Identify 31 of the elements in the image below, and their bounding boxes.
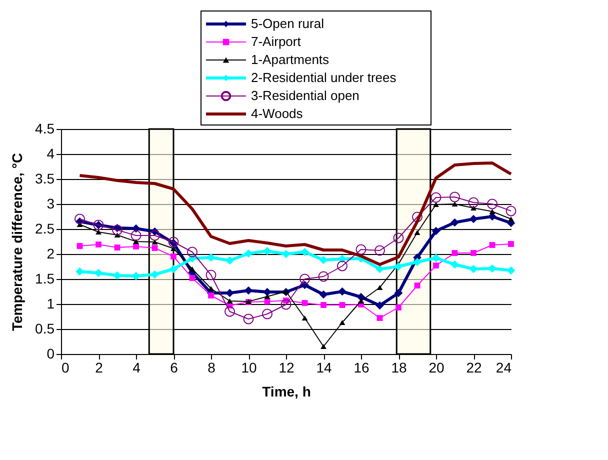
y-tick-label: 3 xyxy=(46,196,55,212)
x-tick-label: 12 xyxy=(278,360,294,376)
y-tick-label: 1 xyxy=(46,296,55,312)
x-tick-label: 16 xyxy=(354,360,370,376)
y-tick-label: 2 xyxy=(46,246,55,262)
legend-label: 1-Apartments xyxy=(251,52,330,67)
x-tick-label: 10 xyxy=(241,360,257,376)
y-tick-label: 4 xyxy=(46,146,55,162)
y-tick-label: 4.5 xyxy=(35,120,55,136)
x-tick-label: 14 xyxy=(316,360,332,376)
x-tick-label: 2 xyxy=(95,360,104,376)
x-axis-title: Time, h xyxy=(262,384,311,400)
legend-label: 4-Woods xyxy=(251,106,304,121)
x-tick-label: 8 xyxy=(208,360,216,376)
y-tick-label: 0.5 xyxy=(35,320,55,336)
x-tick-label: 0 xyxy=(62,360,70,376)
legend-label: 2-Residential under trees xyxy=(251,70,397,85)
legend-label: 7-Airport xyxy=(251,34,302,49)
y-tick-label: 1.5 xyxy=(35,270,55,286)
x-tick-label: 6 xyxy=(170,360,178,376)
y-tick-label: 3.5 xyxy=(35,170,55,186)
x-tick-label: 4 xyxy=(132,360,141,376)
y-tick-label: 0 xyxy=(46,346,55,362)
y-tick-label: 2.5 xyxy=(35,220,55,236)
y-axis-title: Temperature difference, °C xyxy=(9,152,26,332)
legend-label: 5-Open rural xyxy=(251,16,324,31)
x-tick-label: 20 xyxy=(428,360,444,376)
x-tick-label: 18 xyxy=(391,360,407,376)
legend-label: 3-Residential open xyxy=(251,88,360,103)
x-tick-label: 24 xyxy=(496,360,512,376)
x-tick-label: 22 xyxy=(466,360,482,376)
